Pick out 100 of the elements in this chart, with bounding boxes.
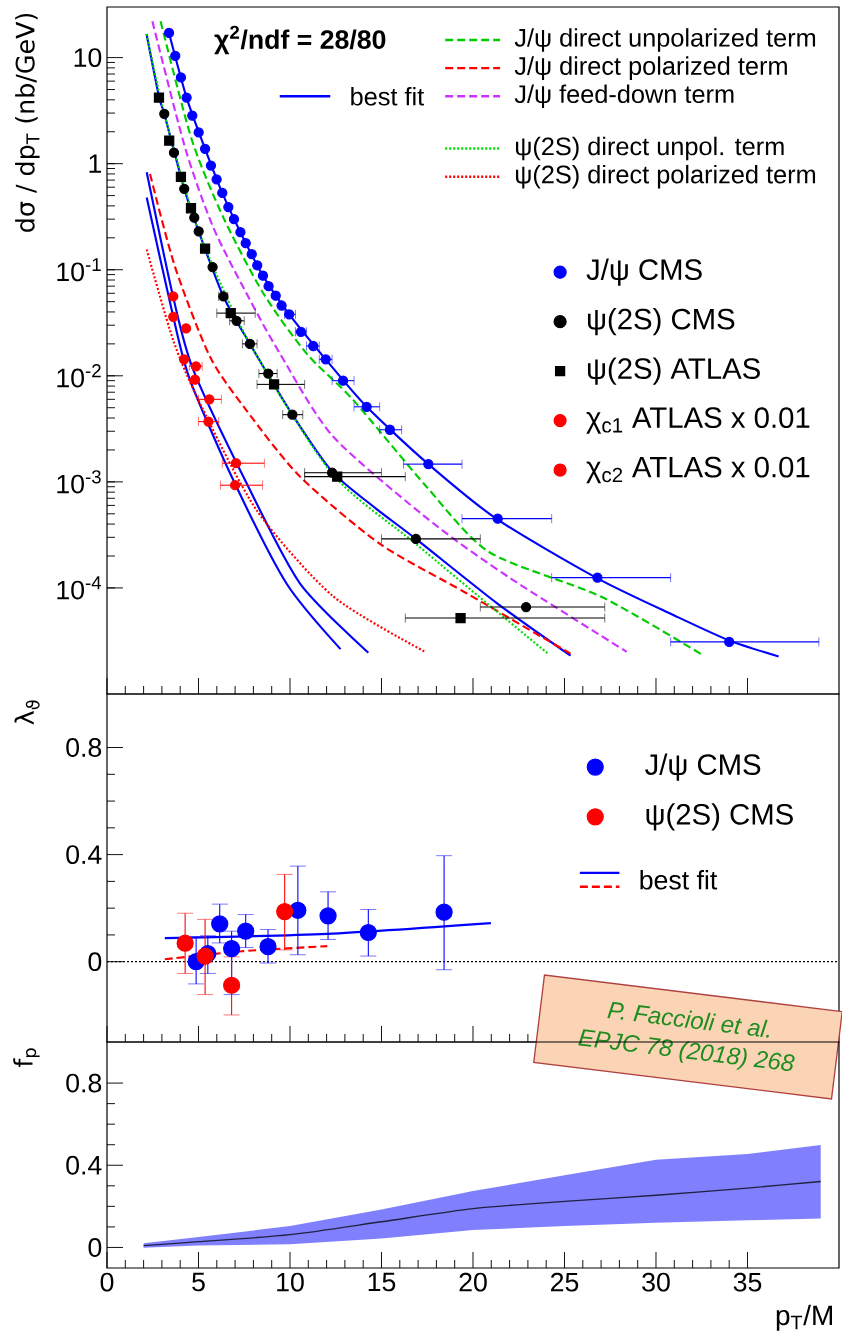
point [176, 934, 194, 952]
legend-label: ψ(2S) direct polarized term [515, 164, 816, 189]
point [237, 922, 255, 940]
y-axis-title: f$_{p}$ [13, 1048, 40, 1067]
y-axis-title: dσ / dp$_{T}$ (nb/GeV) [15, 13, 40, 232]
point [170, 50, 181, 61]
point [205, 160, 217, 171]
point [435, 903, 453, 921]
legend-label: J/ψ direct unpolarized term [514, 28, 816, 52]
point [229, 480, 241, 491]
point [230, 458, 242, 469]
legend-label: ψ(2S) CMS [646, 803, 793, 831]
y-tick-label: 0 [88, 952, 102, 972]
legend-label: ψ(2S) direct unpol. term [515, 136, 784, 161]
legend-label: ψ(2S) ATLAS [587, 357, 760, 385]
y-tick-label: 0 [88, 1238, 102, 1257]
point [520, 601, 532, 613]
point [263, 281, 274, 292]
point [492, 513, 503, 524]
point [287, 409, 298, 420]
point [204, 394, 215, 405]
x-tick-label: 15 [368, 1272, 396, 1292]
point [223, 939, 241, 958]
y-axis-title: λ$_{ϑ}$ [14, 700, 40, 725]
legend-label: J/ψ CMS [586, 258, 702, 286]
y-tick-label: 0.8 [66, 1073, 102, 1093]
point [455, 612, 466, 624]
y-tick-label: 10 [74, 48, 102, 68]
point [175, 72, 187, 83]
point [189, 212, 200, 223]
point [384, 424, 396, 435]
point [361, 401, 372, 412]
legend-label: J/ψ CMS [645, 753, 761, 781]
point [235, 227, 246, 238]
point [180, 323, 192, 334]
point [257, 270, 269, 281]
y-tick-label: 10$^{-4}$ [57, 576, 102, 600]
point [276, 903, 294, 921]
y-tick-label: 10$^{-2}$ [57, 364, 101, 388]
legend-label: χ$_{c1}$ ATLAS x 0.01 [586, 407, 810, 434]
point [211, 915, 229, 933]
line-series [145, 248, 427, 653]
point [168, 291, 179, 302]
point [724, 636, 735, 648]
x-tick-label: 35 [733, 1272, 762, 1292]
line-series [145, 171, 370, 654]
point [268, 379, 280, 390]
point [159, 108, 170, 119]
point [164, 135, 175, 146]
annotation: χ$^{2}$/ndf = 28/80 [214, 25, 386, 55]
point [240, 238, 251, 249]
y-tick-label: 10$^{-1}$ [57, 258, 101, 282]
point [223, 201, 234, 213]
x-tick-label: 25 [551, 1272, 579, 1292]
point [410, 533, 422, 545]
point [270, 290, 281, 301]
legend-label: best fit [640, 870, 718, 890]
point [193, 127, 204, 138]
point [228, 214, 240, 225]
point [185, 203, 197, 214]
point [168, 311, 179, 322]
point [199, 243, 211, 254]
point [217, 187, 228, 199]
point [163, 27, 175, 39]
point [246, 249, 257, 260]
x-tick-label: 5 [192, 1272, 205, 1292]
line-series [142, 1180, 822, 1247]
legend-label: ψ(2S) CMS [587, 307, 735, 336]
point [187, 110, 198, 121]
point [276, 300, 287, 311]
point [175, 171, 187, 183]
point [207, 261, 218, 273]
y-tick-label: 10$^{-3}$ [57, 470, 101, 494]
legend-label: J/ψ direct polarized term [514, 56, 787, 80]
point [337, 375, 349, 386]
point [211, 174, 222, 185]
point [153, 92, 165, 103]
point [178, 354, 190, 365]
x-tick-label: 20 [459, 1272, 487, 1292]
point [181, 92, 192, 103]
y-tick-label: 0.4 [66, 845, 102, 865]
point [223, 976, 241, 994]
legend-label: best fit [351, 87, 425, 106]
line-series [145, 196, 342, 651]
x-tick-label: 10 [277, 1272, 304, 1292]
point [193, 226, 204, 237]
point [332, 471, 343, 482]
point [592, 572, 603, 583]
y-tick-label: 0.8 [66, 738, 102, 757]
y-tick-label: 0.4 [66, 1155, 102, 1175]
point [203, 416, 214, 427]
point [179, 183, 190, 194]
point [168, 147, 180, 158]
x-axis-title: p$_{T}$/M [776, 1304, 832, 1331]
point [423, 458, 434, 470]
legend-label: J/ψ feed-down term [514, 84, 734, 109]
point [259, 938, 277, 956]
x-tick-label: 30 [642, 1272, 670, 1292]
point [189, 374, 201, 385]
point [359, 923, 377, 942]
